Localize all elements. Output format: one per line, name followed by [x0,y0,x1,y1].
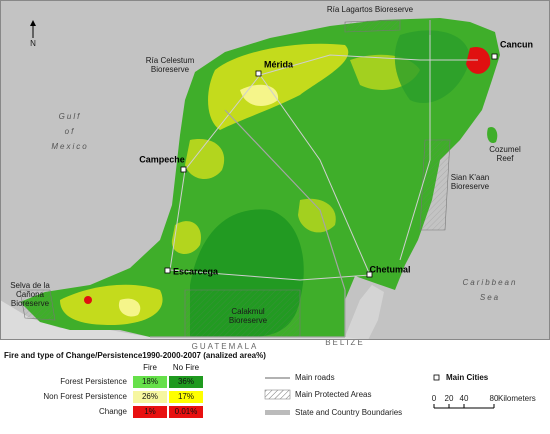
city-symbol [433,374,440,381]
legend-column: Fire [143,363,157,372]
belize-land [345,285,384,340]
legend-swatch [169,391,203,403]
city-markers [164,53,498,278]
place-label: Cozumel [489,145,521,154]
boundaries [150,20,431,338]
legend-row-label: Non Forest Persistence [43,392,127,401]
place-label: Bioreserve [11,299,50,308]
scale-unit: Kilometers [498,394,536,403]
place-label: Selva de la [10,281,50,290]
legend-symbol-label: Main Cities [446,373,489,382]
legend-swatch [169,406,203,418]
legend-cell: 0.01% [175,407,198,416]
sea-label: Sea [480,293,500,302]
legend-cell: 18% [142,377,158,386]
scale-tick-label: 80 [490,394,499,403]
legend-symbol-label: Main Protected Areas [295,390,371,399]
legend-column: No Fire [173,363,200,372]
peninsula [20,18,500,337]
change-areas [84,46,491,304]
neighbor-land [0,285,380,340]
legend-symbol-label: Main roads [295,373,335,382]
scale-tick-label: 0 [432,394,437,403]
east-forest [394,30,470,104]
city-label: Mérida [264,59,294,69]
city-label: Cancun [500,39,533,49]
scale-tick-label: 40 [460,394,469,403]
place-label: Ría Lagartos Bioreserve [327,5,414,14]
legend-row-label: Change [99,407,128,416]
sea-label: Caribbean [463,278,518,287]
boundary-symbol [265,410,290,415]
place-label: Bioreserve [229,316,268,325]
protected-symbol [264,389,291,400]
place-label: Ría Celestum [146,56,195,65]
sea-label: Mexico [51,142,88,151]
light-patches [118,84,279,317]
sea-label: of [65,127,76,136]
sea-label: Gulf [59,112,82,121]
place-label: Cañona [16,290,45,299]
city-label: Escarcega [173,266,219,276]
place-label: Sian K'aan [451,173,489,182]
country-label: GUATEMALA [192,342,259,351]
legend-swatch [133,406,167,418]
north-arrow-head [30,20,36,26]
legend-cell: 1% [144,407,156,416]
country-label: BELIZE [325,338,365,347]
protected-areas [19,19,451,338]
legend-title: Fire and type of Change/Persistence1990-… [4,351,266,360]
legend-cell: 17% [178,392,194,401]
cozumel-island [487,126,498,144]
legend-cell: 26% [142,392,158,401]
city-label: Chetumal [369,264,410,274]
legend-swatch [133,391,167,403]
legend-symbol-label: State and Country Boundaries [295,408,402,417]
place-label: Reef [497,154,515,163]
legend-swatch [169,376,203,388]
city-label: Campeche [139,154,185,164]
place-label: Calakmul [231,307,265,316]
legend-cell: 36% [178,377,194,386]
legend-row-label: Forest Persistence [60,377,127,386]
place-label: Bioreserve [151,65,190,74]
legend-table: Forest Persistence 18% 36% Non Forest Persi… [43,376,203,418]
legend-swatch [133,376,167,388]
scale-bar: 0 20 40 80 Kilometers [432,394,536,409]
place-label: Bioreserve [451,182,490,191]
scale-tick-label: 20 [445,394,454,403]
north-label: N [30,39,36,48]
